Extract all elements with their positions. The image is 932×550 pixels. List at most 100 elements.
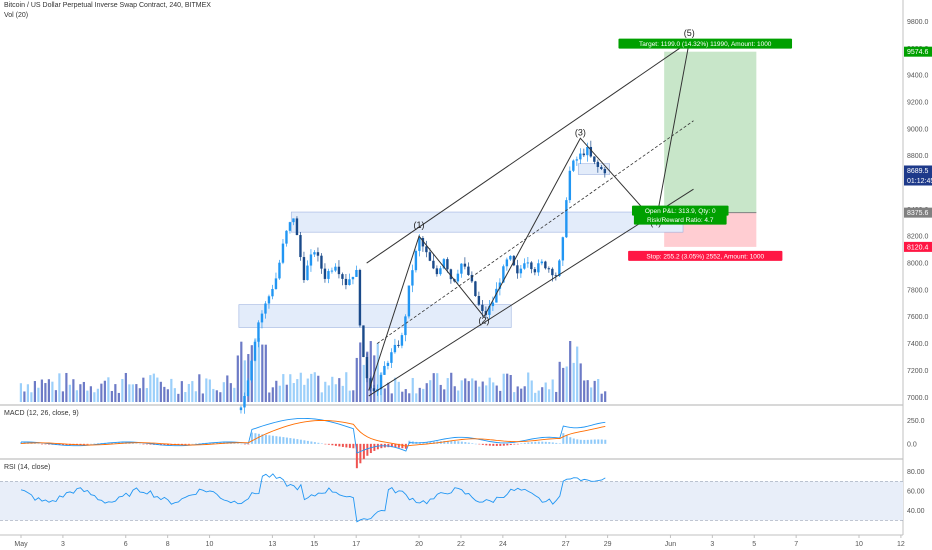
time-tick-label-5: 13: [269, 541, 277, 548]
volume-bar: [415, 393, 418, 402]
macd-histogram-bar: [352, 443, 355, 449]
price-tick-label-4: 9000.0: [907, 126, 929, 133]
candle-body: [533, 269, 537, 273]
macd-histogram-bar: [247, 443, 250, 445]
macd-histogram-bar: [327, 443, 330, 445]
candle-body: [547, 268, 551, 270]
price-tick-label-5: 8800.0: [907, 153, 929, 160]
candle-body: [572, 160, 575, 171]
candle-body: [257, 322, 260, 342]
macd-histogram-bar: [394, 443, 397, 448]
volume-bar: [163, 386, 166, 402]
macd-histogram-bar: [331, 443, 334, 446]
volume-bar: [149, 375, 152, 402]
candle-body: [281, 243, 285, 263]
support-zone: [238, 304, 512, 328]
volume-bar: [523, 386, 526, 402]
candle-body: [397, 344, 400, 346]
macd-histogram-bar: [93, 443, 96, 445]
minor-zone: [577, 163, 610, 175]
volume-bar: [233, 387, 236, 402]
macd-histogram-bar: [590, 439, 593, 444]
candle-body: [537, 263, 540, 273]
candle-body: [554, 275, 558, 277]
candle-body: [565, 200, 568, 238]
price-tick-label-0: 9800.0: [907, 19, 929, 26]
candle-body: [323, 268, 327, 279]
macd-histogram-bar: [310, 441, 313, 444]
candle-body: [428, 252, 432, 261]
price-tick-label-11: 7600.0: [907, 314, 929, 321]
volume-bar: [530, 380, 533, 402]
candle-body: [337, 266, 341, 275]
volume-bar: [247, 354, 250, 402]
time-tick-label-6: 15: [310, 541, 318, 548]
candle-body: [589, 146, 593, 157]
volume-bar: [212, 388, 215, 402]
rsi-label: RSI (14, close): [4, 464, 50, 471]
macd-histogram-bar: [579, 439, 582, 444]
volume-bar: [597, 379, 600, 402]
macd-histogram-bar: [537, 441, 540, 444]
volume-bar: [471, 378, 474, 402]
macd-histogram-bar: [376, 443, 379, 450]
candle-body: [355, 269, 358, 277]
volume-bar: [376, 342, 379, 402]
macd-histogram-bar: [373, 443, 376, 451]
time-tick-label-8: 20: [415, 541, 423, 548]
risk-reward-label: Risk/Reward Ratio: 4.7: [647, 217, 714, 224]
volume-bar: [555, 391, 558, 402]
volume-bar: [387, 382, 390, 402]
volume-bar: [194, 391, 197, 402]
macd-histogram-bar: [313, 442, 316, 444]
volume-bar: [306, 378, 309, 402]
time-tick-label-7: 17: [352, 541, 360, 548]
candle-body: [393, 344, 397, 353]
macd-histogram-bar: [597, 439, 600, 444]
macd-histogram-bar: [464, 442, 467, 444]
volume-bar: [268, 392, 271, 402]
risk-reward-label-bg: [633, 214, 727, 225]
macd-histogram-bar: [128, 442, 131, 444]
volume-bar: [180, 381, 183, 402]
macd-histogram-bar: [240, 443, 243, 445]
volume-bar: [72, 379, 75, 402]
macd-histogram-bar: [180, 443, 183, 445]
candle-body: [348, 279, 351, 286]
volume-bar: [114, 384, 117, 402]
macd-histogram-bar: [212, 442, 215, 444]
macd-histogram-bar: [492, 443, 495, 446]
macd-histogram-bar: [474, 443, 477, 445]
macd-histogram-bar: [89, 443, 92, 445]
volume-bar: [345, 372, 348, 402]
macd-histogram-bar: [520, 443, 523, 444]
volume-bar: [58, 373, 61, 402]
volume-bar: [394, 377, 397, 402]
macd-histogram-bar: [509, 443, 512, 445]
macd-histogram-bar: [600, 439, 603, 444]
candle-body: [558, 260, 561, 277]
volume-bar: [436, 373, 439, 402]
elliott-wave-path: [368, 41, 690, 391]
volume-bar: [425, 383, 428, 402]
macd-histogram-bar: [250, 432, 253, 444]
price-tick-label-8: 8200.0: [907, 234, 929, 241]
volume-bar: [331, 376, 334, 402]
volume-bar: [467, 381, 470, 402]
volume-bar: [51, 381, 54, 402]
candle-body: [383, 365, 386, 375]
time-tick-label-12: 29: [604, 541, 612, 548]
volume-bar: [261, 344, 264, 402]
volume-bar: [215, 390, 218, 402]
candle-body: [309, 254, 313, 266]
volume-bar: [439, 384, 442, 402]
candle-body: [306, 265, 309, 281]
volume-bar: [446, 378, 449, 402]
macd-histogram-bar: [194, 443, 197, 445]
candle-body: [386, 362, 390, 366]
macd-histogram-bar: [320, 443, 323, 444]
volume-bar: [257, 337, 260, 402]
candle-body: [246, 380, 250, 397]
